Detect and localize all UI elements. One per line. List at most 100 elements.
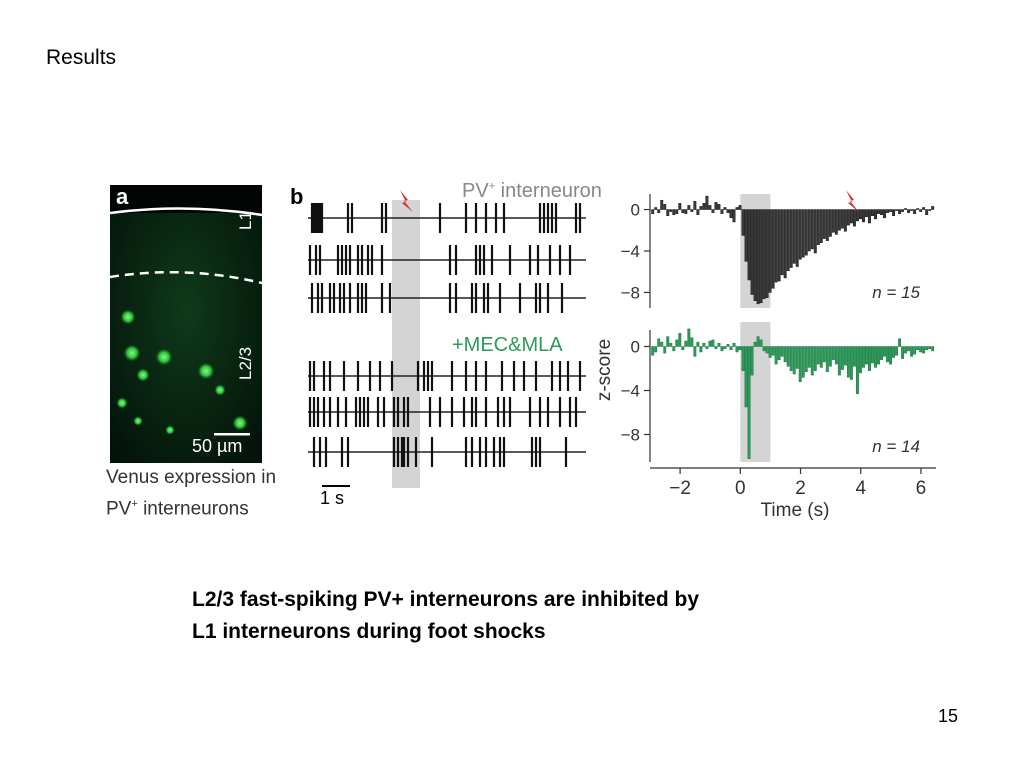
- panel-b-title: PV+ interneuron: [462, 180, 602, 202]
- histogram-bar: [816, 346, 820, 365]
- histogram-bar: [910, 209, 914, 211]
- histogram-bar: [774, 346, 778, 365]
- histogram-bar: [801, 209, 805, 258]
- panel-a-caption-line2: PV+ interneurons: [106, 498, 249, 520]
- y-axis-label: z-score: [594, 339, 615, 401]
- histogram-bar: [801, 346, 805, 378]
- histogram-bar: [750, 346, 754, 376]
- histogram-bar: [861, 209, 865, 223]
- histogram-bar: [687, 205, 691, 210]
- histogram-bar: [825, 209, 829, 241]
- histogram-bar: [720, 209, 724, 214]
- histogram-bar: [840, 346, 844, 370]
- histogram-bar: [807, 346, 811, 368]
- histogram-bar: [855, 209, 859, 222]
- histogram-bar: [828, 346, 832, 367]
- histogram-bar: [904, 346, 908, 354]
- histogram-bar: [865, 346, 868, 365]
- histogram-bar: [759, 209, 763, 304]
- histogram-bar: [771, 346, 775, 356]
- histogram-bar: [762, 209, 766, 299]
- histogram-bar: [886, 209, 889, 213]
- histogram-bar: [789, 346, 793, 371]
- histogram-bar: [880, 209, 883, 215]
- histogram-bar: [901, 209, 905, 212]
- psth-histograms: z-score 0 −4 −8 n = 15 0 −4 −8 n = 14 −2 0 2 4 6 T…: [594, 190, 936, 520]
- histogram-bar: [813, 346, 817, 371]
- x-tick-label: 2: [795, 478, 806, 499]
- histogram-bar: [738, 205, 742, 210]
- histogram-bar: [684, 340, 688, 347]
- histogram-bar: [762, 346, 766, 352]
- histogram-bar: [747, 209, 751, 281]
- histogram-bar: [846, 209, 850, 226]
- histogram-bar: [928, 209, 932, 211]
- histogram-bar: [828, 209, 832, 237]
- histogram-bar: [735, 346, 739, 353]
- histogram-bar: [901, 346, 905, 359]
- histogram-bar: [780, 346, 784, 357]
- y-tick-label: −4: [621, 242, 640, 261]
- histogram-bar: [756, 336, 760, 347]
- histogram-bar: [795, 209, 799, 267]
- histogram-bar: [871, 346, 874, 364]
- slide-caption-line2: L1 interneurons during foot shocks: [192, 620, 546, 643]
- histogram-bar: [804, 209, 808, 256]
- histogram-bar: [889, 346, 892, 365]
- y-tick-label: 0: [631, 201, 640, 220]
- histogram-bar: [819, 209, 823, 243]
- histogram-bar: [657, 338, 661, 347]
- page-number: 15: [938, 706, 959, 726]
- lightning-bolt-icon: [400, 190, 413, 212]
- histogram-bar: [907, 346, 911, 352]
- histogram-bar: [877, 209, 880, 214]
- histogram-bar: [874, 209, 877, 220]
- histogram-bar: [732, 342, 736, 347]
- histogram-bar: [675, 209, 679, 214]
- histogram-bar: [693, 346, 697, 357]
- histogram-bar: [690, 337, 694, 347]
- histogram-bar: [798, 346, 802, 382]
- histogram-bar: [663, 346, 667, 354]
- x-axis-label: Time (s): [761, 500, 830, 520]
- histogram-bar: [681, 209, 685, 213]
- histogram-bar: [895, 209, 899, 211]
- histogram-bar: [898, 338, 902, 347]
- histogram-bar: [726, 344, 730, 347]
- histogram-bar: [741, 346, 745, 371]
- histogram-bar: [777, 209, 781, 282]
- histogram-bar: [865, 209, 868, 218]
- histogram-bar: [889, 209, 892, 212]
- time-bar-label: 1 s: [320, 488, 345, 508]
- histogram-bar: [913, 209, 917, 214]
- histogram-bar: [669, 342, 673, 347]
- histogram-bar: [904, 208, 908, 210]
- histogram-bar: [928, 346, 932, 349]
- histogram-bar: [837, 346, 841, 376]
- histogram-bar: [750, 209, 754, 295]
- x-tick-label: 0: [735, 478, 746, 499]
- histogram-bar: [759, 339, 763, 347]
- panel-a-caption: Venus expression in PV+ interneurons: [106, 464, 276, 522]
- histogram-bar: [786, 209, 790, 271]
- histogram-bar: [861, 346, 865, 368]
- histogram-bar: [916, 346, 920, 351]
- histogram-bar: [819, 346, 823, 368]
- neuron-cells: [116, 309, 248, 435]
- histogram-bar: [822, 346, 826, 363]
- histogram-bar: [783, 346, 787, 363]
- histogram-bar: [868, 346, 871, 371]
- histogram-bar: [666, 209, 670, 217]
- histogram-bar: [768, 209, 772, 293]
- histogram-bar: [744, 209, 748, 262]
- histogram-bar: [756, 209, 760, 305]
- histogram-bar: [883, 346, 886, 357]
- histogram-bar: [831, 346, 835, 360]
- n-annotation: n = 14: [872, 437, 920, 456]
- histogram-bar: [922, 207, 926, 210]
- histogram-bar: [690, 209, 694, 212]
- layer-l23-label: L2/3: [236, 346, 255, 380]
- histogram-bar: [795, 346, 799, 369]
- histogram-bar: [729, 209, 733, 219]
- histogram-bar: [708, 340, 712, 347]
